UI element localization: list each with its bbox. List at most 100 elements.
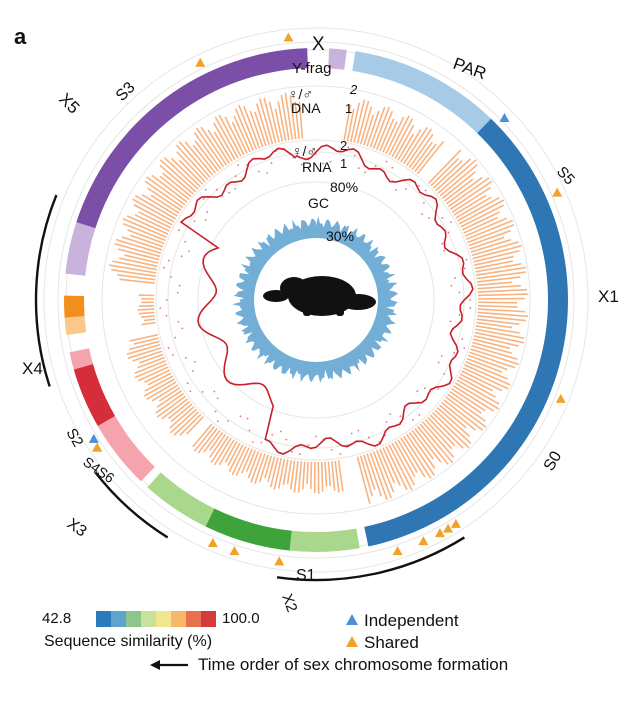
dna-bar <box>134 359 167 375</box>
dna-bar <box>466 357 502 373</box>
x2-light-segment-b <box>147 472 215 527</box>
dna-bar <box>369 106 386 148</box>
dna-bar <box>470 348 519 366</box>
dna-bar <box>117 248 160 261</box>
rna-point <box>202 198 205 200</box>
dna-bar <box>231 121 248 154</box>
rna-point <box>216 397 219 400</box>
scale-swatch-5 <box>171 611 186 627</box>
dna-bar <box>388 444 413 491</box>
rna-point <box>172 354 174 356</box>
dna-bar <box>331 461 336 491</box>
dna-bar <box>159 159 197 193</box>
dna-bar <box>324 461 328 487</box>
dna-bar <box>382 121 398 153</box>
dna-bar <box>432 160 463 189</box>
rna-point <box>159 307 162 310</box>
label-par: PAR <box>451 54 489 83</box>
chromosome-ring <box>63 48 569 552</box>
dna-bar <box>132 350 163 362</box>
rna-point <box>174 336 177 339</box>
dna-bar <box>388 115 410 156</box>
dna-bar <box>472 341 513 354</box>
dna-bar <box>255 103 270 146</box>
independent-marker-1 <box>88 433 99 443</box>
rna-point <box>185 357 187 359</box>
dna-bar <box>363 454 376 491</box>
rna-point <box>266 171 269 174</box>
rna-point <box>378 441 381 444</box>
guide-circle-1 <box>57 41 575 559</box>
arrow-x4-x5 <box>34 194 58 387</box>
dna-bar <box>112 260 158 271</box>
dna-bar <box>234 108 254 151</box>
dna-bar <box>132 198 175 223</box>
dna-bar <box>156 389 183 408</box>
dna-bar <box>356 456 371 504</box>
rna-point <box>443 373 446 375</box>
dna-bar <box>475 263 522 273</box>
dna-bar <box>443 178 474 202</box>
label-s3: S3 <box>113 79 139 105</box>
dna-bar <box>293 460 299 493</box>
dna-bar <box>139 353 164 364</box>
rna-point <box>399 415 402 418</box>
rna-point <box>469 299 471 301</box>
rna-point <box>330 448 333 451</box>
label-x4: X4 <box>22 359 43 378</box>
rna-point <box>428 217 430 219</box>
dna-bar <box>346 108 355 142</box>
dna-bar <box>449 180 493 211</box>
rna-point <box>165 314 168 317</box>
dna-bar <box>193 425 216 452</box>
rna-point <box>181 327 184 330</box>
dna-bar <box>372 106 391 149</box>
dna-bar <box>414 143 437 173</box>
dna-bar <box>159 175 190 201</box>
rna-point <box>246 417 249 420</box>
dna-bar <box>144 375 174 392</box>
dna-bar <box>464 364 511 386</box>
shared-label: Shared <box>364 633 419 652</box>
guide-circle-4 <box>155 139 477 461</box>
rna-point <box>291 450 293 453</box>
dna-bar <box>169 406 195 429</box>
dna-bar <box>134 195 177 220</box>
rna-point <box>270 162 273 164</box>
dna-bar <box>156 395 187 418</box>
dna-bar <box>465 219 514 241</box>
dna-bar <box>140 315 155 318</box>
dna-bar <box>445 396 487 428</box>
dna-bar <box>133 337 159 345</box>
dna-bar <box>127 347 162 359</box>
dna-bar <box>461 211 500 231</box>
dna-bar <box>477 281 513 287</box>
dna-tick-low: 1 <box>345 101 352 116</box>
dna-bar <box>416 425 449 465</box>
dna-bar <box>280 94 290 141</box>
rna-point <box>339 453 342 455</box>
dna-bar <box>476 271 526 280</box>
rna-point <box>285 438 288 441</box>
dna-bar <box>241 448 253 474</box>
dna-bar <box>115 238 162 254</box>
dna-bar <box>228 444 244 472</box>
rna-point <box>248 429 251 432</box>
rna-point <box>260 441 263 444</box>
dna-bar <box>209 431 224 452</box>
shared-marker-4 <box>443 523 453 533</box>
dna-bar <box>447 393 486 422</box>
dna-bar <box>151 384 179 402</box>
dna-bar <box>468 229 512 247</box>
dna-bar <box>385 116 405 155</box>
rna-point <box>417 401 419 403</box>
dna-bar <box>408 133 434 169</box>
dna-bar <box>309 461 313 489</box>
dna-bar <box>477 301 517 304</box>
dna-bar <box>416 140 445 175</box>
dna-bar <box>209 433 227 458</box>
dna-bar <box>400 437 426 478</box>
shared-marker-8 <box>274 556 285 566</box>
dna-bar <box>403 127 428 165</box>
dna-bar <box>452 385 495 412</box>
